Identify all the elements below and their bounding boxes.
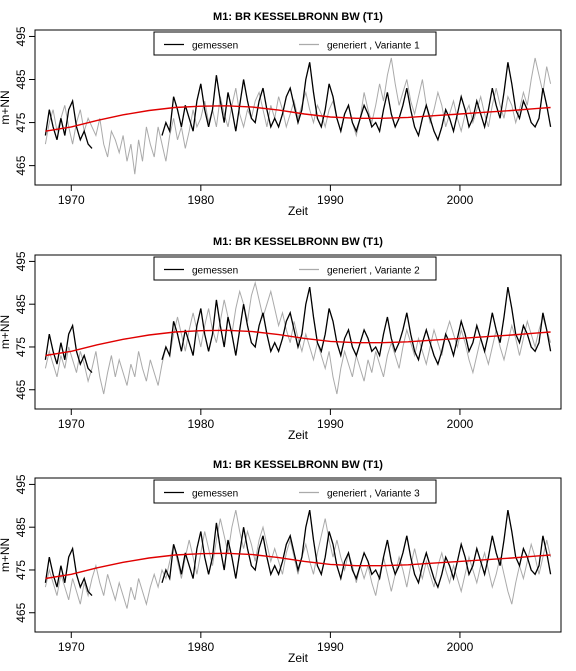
series-line	[44, 98, 93, 149]
series-line	[44, 280, 552, 395]
legend-label-generiert: generiert , Variante 2	[327, 266, 420, 277]
x-axis-label: Zeit	[288, 651, 309, 665]
y-tick-label: 475	[14, 560, 28, 580]
trend-line	[45, 552, 551, 580]
series-gemessen	[44, 286, 552, 374]
chart-panel-3: M1: BR KESSELBRONN BW (T1) 1970 1980 1990 20…	[0, 459, 562, 665]
y-tick-label: 485	[14, 517, 28, 537]
y-tick-label: 475	[14, 112, 28, 132]
plot-frame	[34, 29, 562, 186]
series-gemessen	[44, 62, 552, 149]
legend-box	[153, 479, 437, 504]
legend-label-generiert: generiert , Variante 3	[327, 489, 420, 500]
legend: gemessen generiert , Variante 1	[153, 31, 437, 56]
x-tick-label: 1970	[58, 640, 85, 654]
chart-panel-1: M1: BR KESSELBRONN BW (T1) 1970 1980 1990 20…	[0, 11, 562, 218]
chart-title: M1: BR KESSELBRONN BW (T1)	[213, 459, 383, 471]
series-line	[44, 323, 93, 374]
x-tick-label: 1980	[187, 640, 214, 654]
series-line	[44, 509, 552, 609]
y-tick-label: 495	[14, 26, 28, 46]
legend-label-gemessen: gemessen	[192, 41, 238, 52]
legend: gemessen generiert , Variante 3	[153, 479, 437, 504]
legend-label-gemessen: gemessen	[192, 266, 238, 277]
y-tick-label: 465	[14, 602, 28, 622]
plot-frame	[34, 477, 562, 633]
trend-line	[45, 105, 551, 132]
x-tick-label: 1970	[58, 193, 85, 207]
series-generiert	[44, 509, 552, 609]
chart-panel-2: M1: BR KESSELBRONN BW (T1) 1970 1980 1990 20…	[0, 236, 562, 442]
x-axis-label: Zeit	[288, 428, 309, 442]
chart-title: M1: BR KESSELBRONN BW (T1)	[213, 236, 383, 248]
trend-line	[45, 329, 551, 357]
series-generiert	[44, 280, 552, 395]
x-tick-label: 1990	[317, 417, 344, 431]
y-axis-label: m+NN	[0, 538, 12, 572]
x-tick-label: 1980	[187, 193, 214, 207]
series-line	[44, 546, 93, 597]
x-tick-label: 1980	[187, 417, 214, 431]
x-tick-label: 2000	[447, 417, 474, 431]
series-line	[161, 509, 552, 589]
series-gemessen	[44, 509, 552, 597]
x-tick-label: 1970	[58, 417, 85, 431]
y-tick-label: 475	[14, 337, 28, 357]
y-tick-label: 465	[14, 379, 28, 399]
y-tick-label: 495	[14, 251, 28, 271]
x-tick-label: 2000	[447, 640, 474, 654]
legend-box	[153, 31, 437, 56]
plot-frame	[34, 254, 562, 410]
x-tick-label: 1990	[317, 640, 344, 654]
series-generiert	[44, 57, 552, 175]
x-tick-label: 1990	[317, 193, 344, 207]
series-line	[44, 57, 552, 175]
y-axis-label: m+NN	[0, 90, 12, 124]
legend-box	[153, 256, 437, 281]
y-axis-label: m+NN	[0, 315, 12, 349]
x-axis-label: Zeit	[288, 204, 309, 218]
series-line	[161, 62, 552, 142]
x-tick-label: 2000	[447, 193, 474, 207]
series-line	[161, 286, 552, 366]
legend-label-gemessen: gemessen	[192, 489, 238, 500]
legend: gemessen generiert , Variante 2	[153, 256, 437, 281]
y-tick-label: 495	[14, 474, 28, 494]
legend-label-generiert: generiert , Variante 1	[327, 41, 420, 52]
y-tick-label: 485	[14, 69, 28, 89]
chart-title: M1: BR KESSELBRONN BW (T1)	[213, 11, 383, 23]
y-tick-label: 485	[14, 294, 28, 314]
y-tick-label: 465	[14, 155, 28, 175]
